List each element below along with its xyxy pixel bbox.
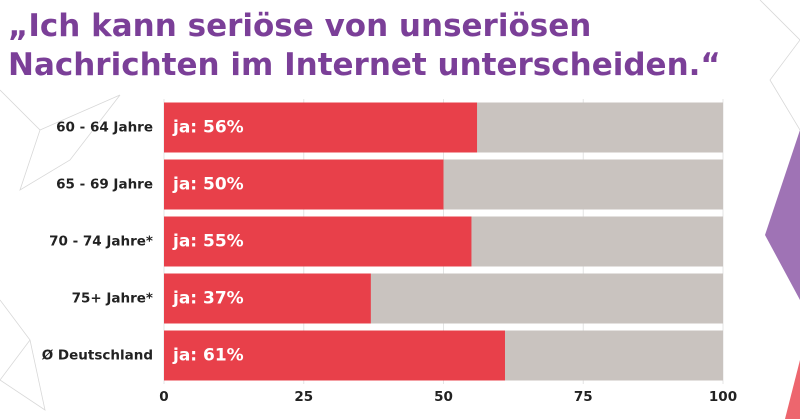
value-label: ja: 37% xyxy=(172,289,244,309)
value-label: ja: 56% xyxy=(172,118,244,138)
chart-title-line: „Ich kann seriöse von unseriösen xyxy=(8,8,591,44)
bar xyxy=(164,102,478,153)
chart-title-line: Nachrichten im Internet unterscheiden.“ xyxy=(8,47,721,83)
bar xyxy=(164,330,505,381)
bar xyxy=(164,159,444,210)
bar xyxy=(164,273,371,324)
x-tick-label: 100 xyxy=(709,389,737,405)
x-tick-label: 75 xyxy=(574,389,593,405)
y-tick-label: 65 - 69 Jahre xyxy=(56,177,153,193)
y-tick-label: 75+ Jahre* xyxy=(72,291,153,307)
value-label: ja: 61% xyxy=(172,346,244,366)
value-label: ja: 55% xyxy=(172,232,244,252)
x-tick-label: 50 xyxy=(434,389,453,405)
value-label: ja: 50% xyxy=(172,175,244,195)
x-tick-label: 0 xyxy=(159,389,168,405)
y-tick-label: 60 - 64 Jahre xyxy=(56,120,153,136)
y-tick-label: 70 - 74 Jahre* xyxy=(49,234,153,250)
bar xyxy=(164,216,472,267)
red-shape xyxy=(785,360,800,419)
purple-shape xyxy=(765,130,800,300)
x-tick-label: 25 xyxy=(294,389,313,405)
plot: 0 25 50 75 100 ja: 56% 60 - 64 Jahre ja: 50% 65 … xyxy=(42,99,737,405)
y-tick-label: Ø Deutschland xyxy=(42,348,153,364)
